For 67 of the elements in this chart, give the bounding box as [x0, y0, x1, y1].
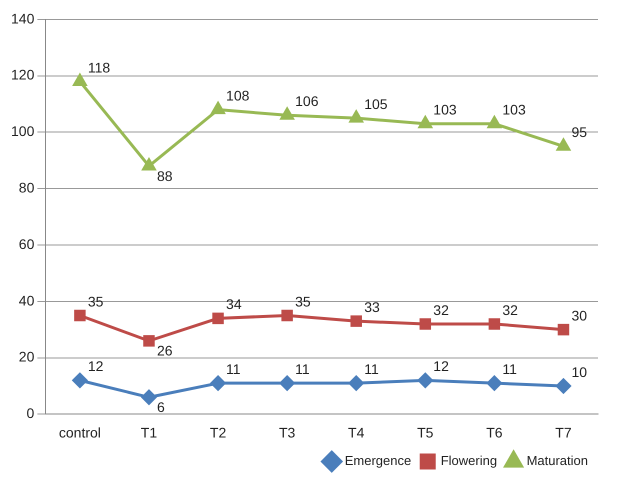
point [418, 116, 432, 128]
point [211, 102, 225, 114]
data-label: 10 [571, 364, 588, 380]
y-tick-label: 0 [26, 405, 35, 422]
point [72, 372, 88, 388]
data-label: 103 [433, 102, 457, 118]
point [280, 108, 294, 120]
data-label: 6 [156, 399, 165, 416]
data-label: 30 [571, 307, 588, 324]
y-tick-label: 40 [18, 292, 35, 308]
y-tick-label: 140 [11, 10, 35, 26]
point [142, 158, 156, 171]
point [420, 318, 432, 330]
data-label: 103 [502, 102, 526, 118]
data-label: 11 [502, 361, 518, 378]
data-label: 11 [295, 361, 310, 378]
data-label: 106 [295, 93, 319, 110]
data-label: 35 [295, 293, 311, 310]
point [488, 318, 500, 330]
point [210, 376, 226, 391]
point [350, 315, 362, 327]
data-label: 34 [226, 296, 242, 312]
point [281, 310, 293, 322]
point [212, 312, 224, 324]
data-label: 35 [88, 293, 104, 310]
legend-label: Flowering [440, 453, 498, 468]
legend-label: Emergence [344, 453, 412, 468]
point [74, 310, 86, 322]
data-label: 11 [226, 361, 241, 378]
x-tick-label: T1 [140, 424, 158, 440]
y-tick-label: 100 [11, 123, 35, 140]
data-label: 32 [433, 302, 450, 318]
y-tick-label: 120 [11, 66, 35, 83]
point [556, 138, 570, 151]
data-label: 12 [88, 358, 104, 374]
data-label: 26 [156, 342, 173, 359]
y-tick-label: 60 [18, 236, 35, 252]
data-label: 105 [364, 96, 388, 112]
x-tick-label: control [58, 424, 101, 440]
point [488, 116, 502, 128]
point [418, 372, 433, 388]
x-tick-label: T2 [210, 424, 226, 440]
data-label: 11 [364, 361, 379, 378]
point [556, 378, 571, 394]
data-label: 118 [88, 59, 110, 76]
point [348, 376, 364, 391]
point [350, 110, 363, 123]
data-label: 32 [502, 302, 518, 318]
y-tick-label: 20 [18, 348, 35, 365]
point [143, 335, 155, 347]
data-label: 108 [226, 88, 250, 104]
data-label: 12 [433, 358, 450, 374]
data-label: 88 [156, 168, 173, 184]
data-label: 33 [364, 299, 380, 315]
point [73, 74, 87, 86]
x-tick-label: T3 [278, 424, 296, 440]
point [141, 390, 156, 405]
x-tick-label: T7 [555, 424, 572, 440]
data-label: 95 [571, 124, 588, 140]
legend-label: Maturation [526, 453, 588, 468]
x-tick-label: T6 [486, 424, 503, 440]
x-tick-label: T5 [417, 424, 434, 440]
y-tick-label: 80 [18, 179, 35, 196]
point [486, 376, 502, 391]
point [558, 324, 570, 336]
x-tick-label: T4 [348, 424, 365, 440]
point [280, 376, 295, 391]
